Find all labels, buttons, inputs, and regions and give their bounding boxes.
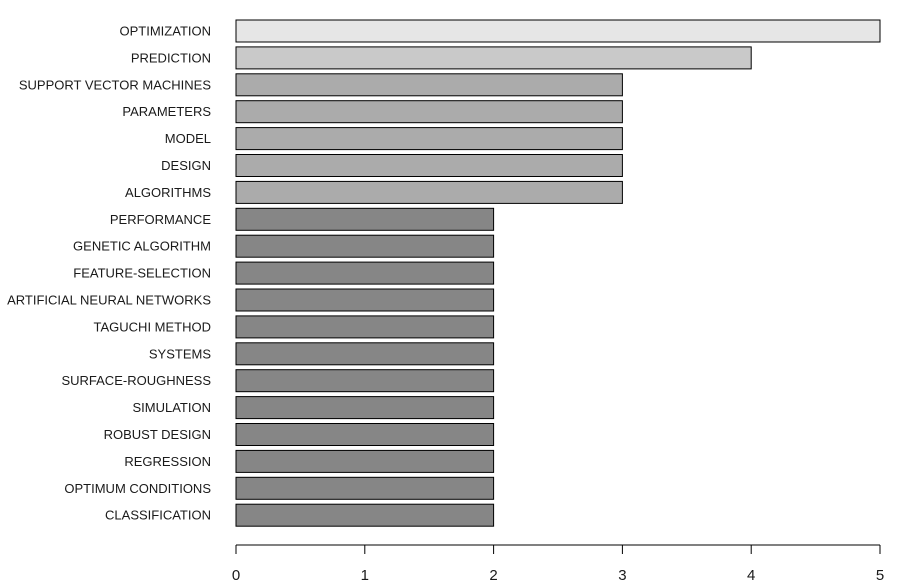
category-label: CLASSIFICATION (105, 508, 211, 523)
bar-model (235, 127, 623, 151)
category-label: ARTIFICIAL NEURAL NETWORKS (7, 293, 211, 308)
category-label: SYSTEMS (149, 346, 211, 361)
x-tick-label: 2 (489, 567, 497, 584)
bar-support-vector-machines (235, 73, 623, 97)
category-label: PARAMETERS (122, 104, 211, 119)
category-label: DESIGN (161, 158, 211, 173)
bar-taguchi-method (235, 315, 495, 339)
x-tick-label: 1 (361, 567, 369, 584)
bar-systems (235, 342, 495, 366)
bar-parameters (235, 100, 623, 124)
bar-optimum-conditions (235, 476, 495, 500)
category-label: ROBUST DESIGN (104, 427, 211, 442)
category-label: PREDICTION (131, 50, 211, 65)
category-label: SIMULATION (133, 400, 212, 415)
bar-robust-design (235, 423, 495, 446)
x-tick-label: 4 (747, 567, 755, 584)
bar-prediction (235, 46, 752, 70)
bar-artificial-neural-networks (235, 288, 495, 312)
category-label: OPTIMIZATION (120, 24, 211, 39)
bar-simulation (235, 396, 495, 420)
x-tick-label: 0 (232, 567, 240, 584)
category-label: TAGUCHI METHOD (94, 319, 211, 334)
category-label: FEATURE-SELECTION (73, 266, 211, 281)
category-label: PERFORMANCE (110, 212, 211, 227)
x-axis: 0 1 2 3 4 5 (232, 544, 884, 584)
category-labels: OPTIMIZATION PREDICTION SUPPORT VECTOR MAC… (7, 24, 211, 523)
bar-regression (235, 449, 495, 473)
category-label: SUPPORT VECTOR MACHINES (19, 77, 211, 92)
category-label: ALGORITHMS (125, 185, 211, 200)
category-label: GENETIC ALGORITHM (73, 239, 211, 254)
bar-algorithms (235, 180, 623, 204)
bar-classification (235, 503, 495, 527)
category-label: SURFACE-ROUGHNESS (61, 373, 211, 388)
category-label: MODEL (165, 131, 211, 146)
bar-surface-roughness (235, 369, 495, 393)
bar-feature-selection (235, 261, 495, 285)
bar-optimization (235, 19, 881, 43)
x-tick-label: 3 (618, 567, 626, 584)
bar-performance (235, 207, 495, 231)
category-label: OPTIMUM CONDITIONS (64, 481, 211, 496)
bar-genetic-algorithm (235, 234, 495, 258)
category-label: REGRESSION (124, 454, 211, 469)
bar-design (235, 154, 623, 177)
x-tick-label: 5 (876, 567, 884, 584)
bars-layer (235, 19, 881, 527)
